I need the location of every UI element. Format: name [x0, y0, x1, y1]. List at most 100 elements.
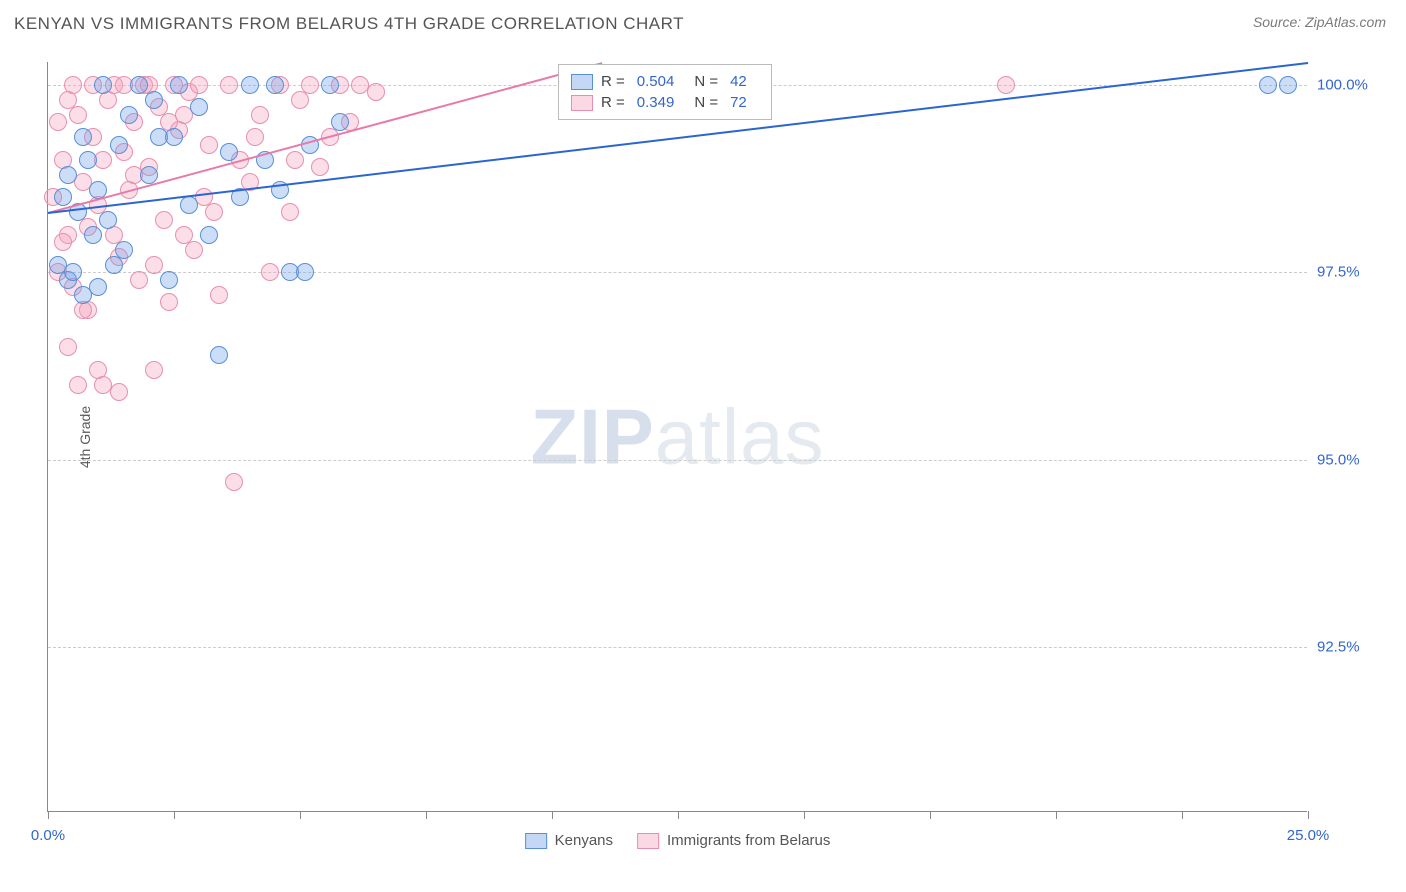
gridline-h	[48, 272, 1307, 273]
scatter-point	[79, 151, 97, 169]
scatter-point	[165, 128, 183, 146]
scatter-point	[145, 91, 163, 109]
n-label: N =	[694, 73, 718, 90]
legend-label-pink: Immigrants from Belarus	[667, 832, 830, 849]
series-legend: Kenyans Immigrants from Belarus	[525, 832, 831, 849]
watermark-atlas: atlas	[655, 392, 825, 480]
scatter-point	[220, 143, 238, 161]
scatter-point	[241, 76, 259, 94]
scatter-point	[155, 211, 173, 229]
scatter-point	[110, 383, 128, 401]
scatter-point	[311, 158, 329, 176]
swatch-blue	[571, 74, 593, 90]
chart-source: Source: ZipAtlas.com	[1253, 14, 1386, 30]
scatter-point	[54, 188, 72, 206]
scatter-point	[160, 271, 178, 289]
scatter-point	[331, 113, 349, 131]
scatter-point	[49, 113, 67, 131]
x-tick	[174, 811, 175, 819]
scatter-point	[261, 263, 279, 281]
x-tick	[1182, 811, 1183, 819]
scatter-point	[59, 166, 77, 184]
scatter-point	[89, 278, 107, 296]
scatter-point	[246, 128, 264, 146]
r-label: R =	[601, 94, 625, 111]
scatter-point	[190, 76, 208, 94]
y-tick-label: 95.0%	[1317, 451, 1397, 468]
chart-title: KENYAN VS IMMIGRANTS FROM BELARUS 4TH GR…	[14, 14, 684, 34]
scatter-point	[301, 76, 319, 94]
scatter-point	[200, 226, 218, 244]
scatter-point	[205, 203, 223, 221]
scatter-point	[1279, 76, 1297, 94]
scatter-point	[145, 256, 163, 274]
scatter-point	[200, 136, 218, 154]
legend-item-pink: Immigrants from Belarus	[637, 832, 830, 849]
scatter-point	[291, 91, 309, 109]
x-tick	[552, 811, 553, 819]
scatter-point	[160, 293, 178, 311]
gridline-h	[48, 647, 1307, 648]
x-tick	[930, 811, 931, 819]
n-label: N =	[694, 94, 718, 111]
scatter-point	[210, 286, 228, 304]
scatter-point	[185, 241, 203, 259]
swatch-blue	[525, 833, 547, 849]
scatter-point	[110, 136, 128, 154]
scatter-point	[105, 256, 123, 274]
stats-legend: R = 0.504 N = 42 R = 0.349 N = 72	[558, 64, 772, 120]
n-value-pink: 72	[730, 94, 747, 111]
scatter-point	[130, 271, 148, 289]
x-tick	[300, 811, 301, 819]
scatter-point	[59, 338, 77, 356]
x-tick	[804, 811, 805, 819]
legend-label-blue: Kenyans	[555, 832, 613, 849]
scatter-point	[130, 76, 148, 94]
scatter-point	[296, 263, 314, 281]
scatter-point	[64, 263, 82, 281]
x-tick-label: 0.0%	[31, 827, 65, 844]
scatter-point	[225, 473, 243, 491]
scatter-point	[266, 76, 284, 94]
y-tick-label: 97.5%	[1317, 264, 1397, 281]
chart-header: KENYAN VS IMMIGRANTS FROM BELARUS 4TH GR…	[0, 0, 1406, 34]
scatter-point	[69, 376, 87, 394]
scatter-point	[286, 151, 304, 169]
x-tick	[48, 811, 49, 819]
y-axis-label: 4th Grade	[77, 405, 93, 467]
scatter-point	[69, 106, 87, 124]
r-value-blue: 0.504	[637, 73, 675, 90]
chart-plot-area: 4th Grade ZIPatlas 100.0%97.5%95.0%92.5%…	[47, 62, 1307, 812]
scatter-point	[94, 76, 112, 94]
scatter-point	[251, 106, 269, 124]
swatch-pink	[571, 95, 593, 111]
scatter-point	[59, 91, 77, 109]
gridline-h	[48, 460, 1307, 461]
scatter-point	[190, 98, 208, 116]
scatter-point	[84, 226, 102, 244]
scatter-point	[367, 83, 385, 101]
swatch-pink	[637, 833, 659, 849]
scatter-point	[210, 346, 228, 364]
legend-item-blue: Kenyans	[525, 832, 613, 849]
scatter-point	[145, 361, 163, 379]
y-tick-label: 92.5%	[1317, 639, 1397, 656]
y-tick-label: 100.0%	[1317, 76, 1397, 93]
scatter-point	[99, 211, 117, 229]
scatter-point	[281, 203, 299, 221]
x-tick-label: 25.0%	[1287, 827, 1330, 844]
scatter-point	[120, 106, 138, 124]
x-tick	[678, 811, 679, 819]
watermark: ZIPatlas	[530, 391, 824, 482]
x-tick	[426, 811, 427, 819]
scatter-point	[74, 128, 92, 146]
watermark-zip: ZIP	[530, 392, 654, 480]
n-value-blue: 42	[730, 73, 747, 90]
scatter-point	[89, 361, 107, 379]
scatter-point	[997, 76, 1015, 94]
scatter-point	[220, 76, 238, 94]
scatter-point	[54, 233, 72, 251]
stats-row-pink: R = 0.349 N = 72	[571, 92, 759, 113]
scatter-point	[1259, 76, 1277, 94]
x-tick	[1056, 811, 1057, 819]
